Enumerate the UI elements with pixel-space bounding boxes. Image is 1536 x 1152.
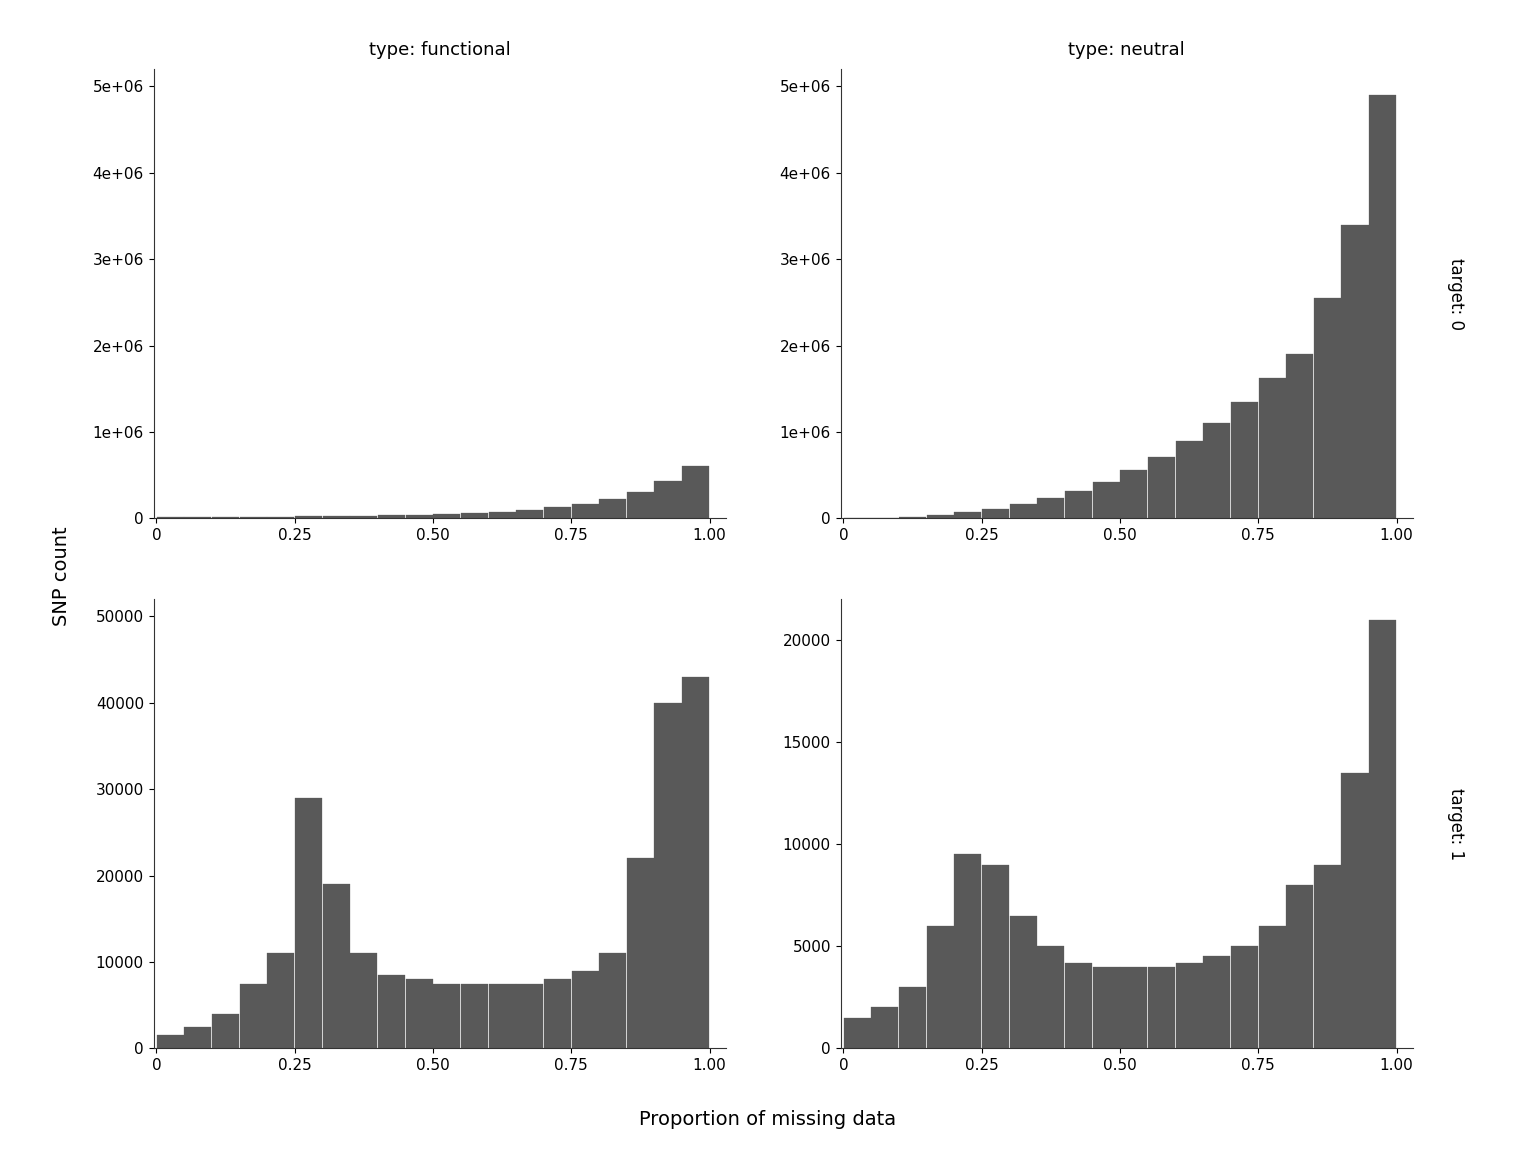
Bar (1258, 926, 1286, 1048)
Bar (267, 954, 295, 1048)
Bar (488, 511, 516, 518)
Title: type: functional: type: functional (369, 41, 511, 59)
Bar (654, 703, 682, 1048)
Bar (157, 1036, 184, 1048)
Bar (1286, 885, 1313, 1048)
Bar (1092, 482, 1120, 518)
Bar (654, 482, 682, 518)
Bar (212, 517, 240, 518)
Bar (488, 984, 516, 1048)
Bar (350, 516, 378, 518)
Bar (899, 516, 926, 518)
Bar (1092, 967, 1120, 1048)
Bar (295, 516, 323, 518)
Bar (982, 509, 1009, 518)
Bar (544, 979, 571, 1048)
Bar (682, 467, 710, 518)
Bar (433, 514, 461, 518)
Bar (599, 954, 627, 1048)
Bar (323, 885, 350, 1048)
Bar (1064, 491, 1092, 518)
Bar (461, 984, 488, 1048)
Bar (461, 513, 488, 518)
Bar (1313, 298, 1341, 518)
Bar (350, 954, 378, 1048)
Bar (323, 516, 350, 518)
Bar (1203, 956, 1230, 1048)
Bar (1341, 773, 1369, 1048)
Bar (433, 984, 461, 1048)
Bar (954, 513, 982, 518)
Bar (1147, 967, 1175, 1048)
Bar (1175, 963, 1203, 1048)
Bar (1341, 225, 1369, 518)
Bar (627, 858, 654, 1048)
Bar (954, 855, 982, 1048)
Bar (1258, 378, 1286, 518)
Bar (982, 864, 1009, 1048)
Bar (926, 515, 954, 518)
Bar (378, 515, 406, 518)
Bar (627, 492, 654, 518)
Text: SNP count: SNP count (52, 526, 71, 626)
Bar (599, 499, 627, 518)
Bar (516, 510, 544, 518)
Bar (571, 505, 599, 518)
Bar (1120, 470, 1147, 518)
Bar (184, 1026, 212, 1048)
Text: Proportion of missing data: Proportion of missing data (639, 1111, 897, 1129)
Bar (1313, 864, 1341, 1048)
Bar (1230, 946, 1258, 1048)
Bar (1037, 946, 1064, 1048)
Bar (378, 975, 406, 1048)
Bar (1009, 505, 1037, 518)
Bar (516, 984, 544, 1048)
Bar (926, 926, 954, 1048)
Bar (1147, 457, 1175, 518)
Text: target: 1: target: 1 (1447, 788, 1465, 859)
Bar (1009, 916, 1037, 1048)
Bar (267, 517, 295, 518)
Bar (406, 979, 433, 1048)
Text: target: 0: target: 0 (1447, 258, 1465, 329)
Bar (682, 677, 710, 1048)
Bar (406, 515, 433, 518)
Bar (899, 987, 926, 1048)
Bar (1203, 423, 1230, 518)
Title: type: neutral: type: neutral (1069, 41, 1186, 59)
Bar (1037, 498, 1064, 518)
Bar (1369, 620, 1396, 1048)
Bar (1120, 967, 1147, 1048)
Bar (1064, 963, 1092, 1048)
Bar (571, 971, 599, 1048)
Bar (1286, 354, 1313, 518)
Bar (1175, 441, 1203, 518)
Bar (240, 517, 267, 518)
Bar (544, 508, 571, 518)
Bar (295, 798, 323, 1048)
Bar (1369, 94, 1396, 518)
Bar (871, 1008, 899, 1048)
Bar (1230, 402, 1258, 518)
Bar (843, 1017, 871, 1048)
Bar (212, 1014, 240, 1048)
Bar (240, 984, 267, 1048)
